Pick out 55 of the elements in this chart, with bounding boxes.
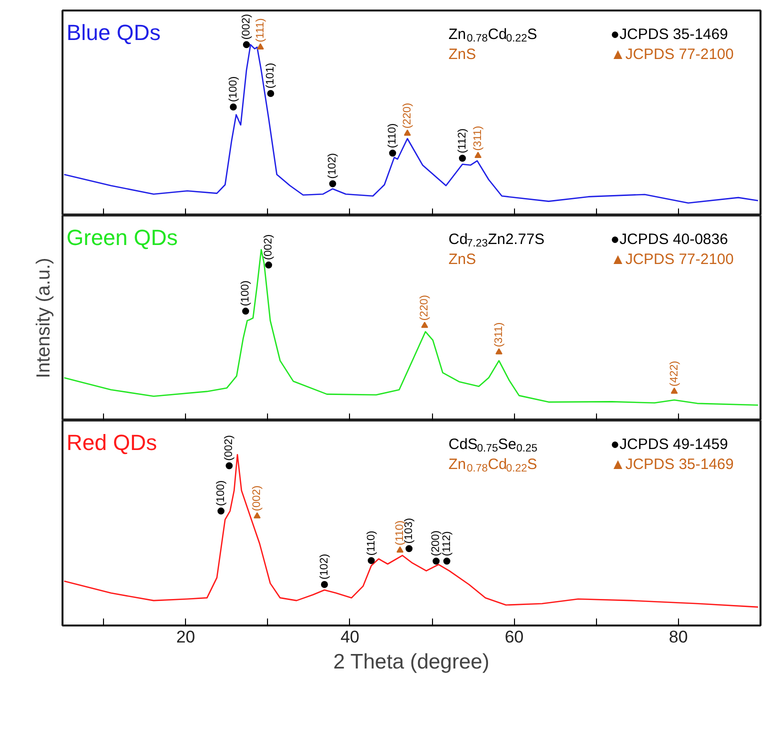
point [226, 462, 233, 470]
annotation: (311) [492, 322, 505, 348]
point [256, 43, 264, 50]
chart-title: Blue QDs [66, 20, 161, 45]
point [396, 546, 404, 553]
point [670, 387, 678, 394]
point [474, 152, 482, 158]
point [217, 508, 224, 515]
annotation: (100) [214, 480, 227, 506]
annotation: (220) [418, 295, 431, 321]
text: ZnS ▲JCPDS 77-2100 [448, 251, 734, 268]
annotation: (002) [240, 14, 252, 40]
chart-title: Green QDs [66, 225, 178, 250]
annotation: (200) [430, 530, 442, 556]
text: ZnS ▲JCPDS 77-2100 [448, 46, 734, 63]
annotation: (111) [254, 18, 266, 42]
annotation: (110) [365, 530, 378, 556]
x-axis-title: 2 Theta (degree) [333, 650, 490, 674]
point [242, 308, 250, 315]
point [406, 545, 413, 552]
point [432, 558, 440, 565]
point [404, 130, 411, 136]
chart-title: Red QDs [66, 430, 157, 455]
annotation: (002) [251, 485, 264, 512]
point [329, 180, 336, 188]
point [421, 322, 428, 328]
annotation: (002) [223, 435, 236, 461]
point [368, 557, 375, 564]
x-tick-label: 60 [504, 628, 524, 646]
point [230, 104, 237, 111]
annotation: (311) [472, 126, 484, 151]
annotation: (112) [456, 128, 468, 154]
annotation: (002) [262, 234, 275, 260]
point [458, 154, 466, 162]
annotation: (101) [264, 62, 277, 89]
annotation: (112) [440, 531, 453, 556]
point [495, 348, 502, 354]
annotation: (100) [240, 280, 252, 306]
point [242, 41, 250, 48]
point [267, 90, 274, 98]
point [265, 262, 272, 269]
x-tick-label: 40 [340, 628, 360, 646]
point [389, 150, 396, 157]
annotation: (100) [227, 76, 240, 102]
annotation: (422) [668, 360, 680, 386]
point [254, 512, 261, 518]
x-tick-label: 20 [176, 628, 196, 646]
point [320, 581, 328, 588]
y-axis-title: Intensity (a.u.) [34, 258, 54, 378]
point [443, 558, 450, 565]
annotation: (102) [318, 554, 330, 580]
annotation: (110) [386, 123, 399, 148]
annotation: (102) [326, 153, 339, 179]
annotation: (220) [401, 102, 414, 128]
x-tick-label: 80 [668, 628, 688, 646]
